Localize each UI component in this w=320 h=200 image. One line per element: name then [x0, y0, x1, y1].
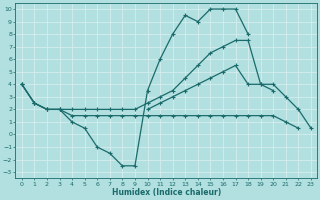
X-axis label: Humidex (Indice chaleur): Humidex (Indice chaleur): [112, 188, 221, 197]
